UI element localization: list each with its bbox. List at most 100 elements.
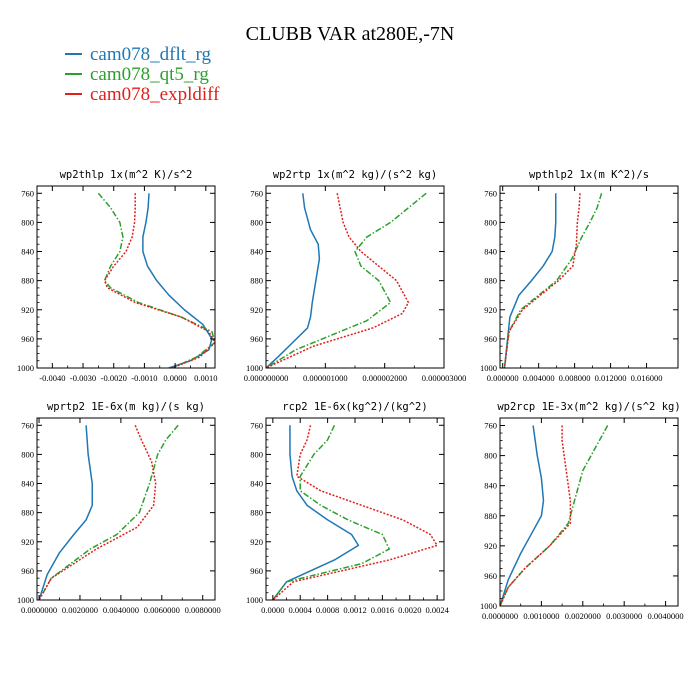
y-tick-label: 920 — [21, 305, 34, 315]
y-tick-label: 1000 — [246, 363, 263, 373]
series-line — [38, 424, 157, 600]
x-tick-label: 0.0000000 — [482, 611, 518, 621]
chart-panel: wprtp2 1E-6x(m kg)/(s kg) 760 800 840 880 920… — [17, 401, 221, 615]
y-tick-label: 1000 — [480, 601, 497, 611]
series-line — [266, 193, 321, 368]
panels: wp2thlp 1x(m^2 K)/s^2 760 800 840 880 920 960 1… — [17, 169, 684, 621]
y-tick-label: 760 — [21, 420, 34, 430]
y-tick-label: 880 — [21, 508, 34, 518]
x-tick-label: 0.0040000 — [103, 605, 139, 615]
legend-item: cam078_dflt_rg — [65, 44, 212, 65]
chart-panel: wpthlp2 1x(m K^2)/s 760 800 840 880 920 960 100… — [480, 169, 679, 383]
x-tick-label: 0.000000 — [487, 373, 519, 383]
y-tick-label: 880 — [250, 276, 263, 286]
x-tick-label: 0.000003000 — [422, 373, 467, 383]
plot-frame — [36, 185, 216, 369]
series-line — [38, 425, 93, 600]
y-tick-label: 760 — [250, 420, 263, 430]
y-tick-label: 880 — [21, 276, 34, 286]
plot-frame — [265, 417, 445, 601]
y-tick-label: 840 — [250, 247, 263, 257]
y-tick-label: 960 — [484, 334, 497, 344]
y-tick-label: 760 — [484, 421, 497, 431]
y-tick-label: 920 — [484, 305, 497, 315]
y-tick-label: 920 — [250, 537, 263, 547]
x-tick-label: -0.0030 — [70, 373, 96, 383]
panel-title: wp2rtp 1x(m^2 kg)/(s^2 kg) — [273, 169, 437, 181]
y-tick-label: 1000 — [480, 363, 497, 373]
x-tick-label: 0.0004 — [289, 605, 313, 615]
x-tick-label: 0.0016 — [371, 605, 394, 615]
y-tick-label: 920 — [250, 305, 263, 315]
x-tick-label: 0.0008 — [316, 605, 339, 615]
series-line — [500, 425, 609, 606]
x-tick-label: 0.0030000 — [606, 611, 642, 621]
x-tick-label: 0.000000000 — [244, 373, 289, 383]
plot-frame — [499, 417, 679, 607]
x-tick-label: 0.000002000 — [362, 373, 407, 383]
x-tick-label: 0.0020000 — [565, 611, 601, 621]
y-tick-label: 960 — [21, 566, 34, 576]
x-tick-label: 0.0010 — [194, 373, 217, 383]
series-line — [272, 424, 390, 600]
y-tick-label: 920 — [21, 537, 34, 547]
panel-title: wpthlp2 1x(m K^2)/s — [529, 169, 649, 181]
x-tick-label: -0.0010 — [131, 373, 157, 383]
series-line — [503, 193, 603, 368]
legend-item: cam078_expldiff — [65, 84, 220, 105]
x-tick-label: 0.0040000 — [648, 611, 684, 621]
x-tick-label: 0.012000 — [595, 373, 627, 383]
x-tick-label: 0.004000 — [523, 373, 555, 383]
series-line — [500, 425, 545, 606]
figure-title: CLUBB VAR at280E,-7N — [246, 23, 455, 45]
panel-title: wprtp2 1E-6x(m kg)/(s kg) — [47, 401, 205, 413]
x-tick-label: -0.0040 — [39, 373, 65, 383]
plot-frame — [265, 185, 445, 369]
y-tick-label: 960 — [21, 334, 34, 344]
y-tick-label: 840 — [484, 247, 497, 257]
chart-panel: wp2thlp 1x(m^2 K)/s^2 760 800 840 880 920 960 1… — [17, 169, 217, 383]
y-tick-label: 760 — [484, 188, 497, 198]
legend-item: cam078_qt5_rg — [65, 64, 209, 85]
series-line — [97, 192, 215, 368]
legend-label: cam078_expldiff — [90, 84, 220, 105]
x-tick-label: 0.0000 — [163, 373, 186, 383]
x-tick-label: 0.000001000 — [303, 373, 348, 383]
legend-label: cam078_qt5_rg — [90, 64, 209, 85]
plot-frame — [36, 417, 216, 601]
plot-frame — [499, 185, 679, 369]
chart-panel: rcp2 1E-6x(kg^2)/(kg^2) 760 800 840 880 920 96… — [246, 401, 450, 615]
x-tick-label: 0.016000 — [631, 373, 663, 383]
series-line — [266, 192, 427, 368]
x-tick-label: 0.008000 — [559, 373, 591, 383]
y-tick-label: 800 — [21, 449, 34, 459]
x-tick-label: 0.0020000 — [62, 605, 98, 615]
y-tick-label: 840 — [250, 479, 263, 489]
series-line — [266, 193, 410, 368]
y-tick-label: 840 — [484, 481, 497, 491]
series-line — [103, 193, 215, 368]
y-tick-label: 960 — [250, 334, 263, 344]
x-tick-label: 0.0080000 — [185, 605, 221, 615]
x-tick-label: 0.0012 — [343, 605, 366, 615]
y-tick-label: 840 — [21, 479, 34, 489]
y-tick-label: 800 — [484, 217, 497, 227]
series-line — [38, 424, 179, 600]
y-tick-label: 800 — [484, 451, 497, 461]
chart-panel: wp2rcp 1E-3x(m^2 kg)/(s^2 kg)760 800 840 88… — [480, 401, 684, 621]
legend: cam078_dflt_rgcam078_qt5_rgcam078_expldi… — [65, 44, 220, 105]
x-tick-label: 0.0024 — [425, 605, 449, 615]
y-tick-label: 1000 — [17, 595, 34, 605]
y-tick-label: 960 — [250, 566, 263, 576]
y-tick-label: 800 — [250, 449, 263, 459]
series-line — [500, 425, 572, 606]
y-tick-label: 760 — [21, 188, 34, 198]
panel-title: wp2rcp 1E-3x(m^2 kg)/(s^2 kg) — [497, 401, 680, 413]
x-tick-label: 0.0060000 — [144, 605, 180, 615]
y-tick-label: 760 — [250, 188, 263, 198]
series-line — [503, 193, 557, 368]
chart-panel: wp2rtp 1x(m^2 kg)/(s^2 kg) 760 800 840 880 92… — [244, 169, 467, 383]
y-tick-label: 1000 — [17, 363, 34, 373]
y-tick-label: 840 — [21, 247, 34, 257]
